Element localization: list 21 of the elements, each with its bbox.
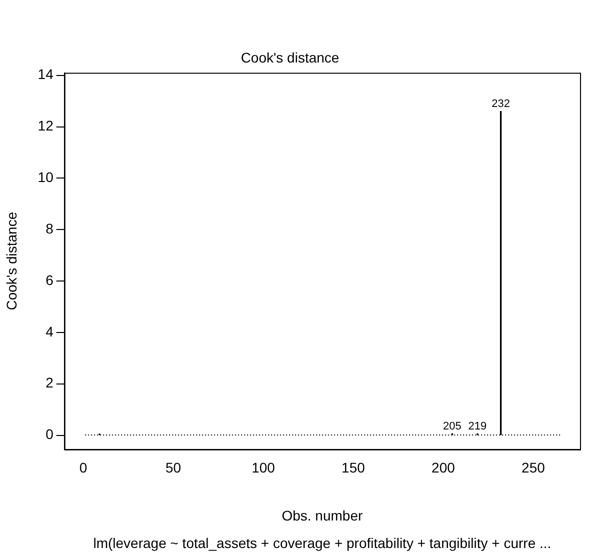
- annotation: 205: [443, 420, 462, 432]
- y-tick-label: 12: [38, 118, 54, 134]
- x-tick-label: 200: [432, 460, 456, 476]
- y-tick-label: 0: [46, 426, 54, 442]
- y-tick-label: 14: [38, 66, 54, 82]
- y-tick-label: 10: [38, 169, 54, 186]
- x-tick-label: 100: [252, 460, 276, 476]
- y-tick-label: 2: [46, 374, 54, 391]
- chart-title: Cook's distance: [240, 49, 340, 66]
- y-tick-label: 8: [46, 220, 54, 236]
- y-tick-label: 6: [46, 272, 54, 288]
- annotation: 219: [468, 420, 487, 432]
- x-tick-label: 0: [79, 460, 88, 476]
- x-tick-label: 50: [165, 460, 182, 476]
- y-tick-label: 4: [46, 323, 54, 340]
- x-axis-title: Obs. number: [282, 507, 363, 524]
- x-tick-label: 150: [342, 460, 366, 476]
- annotation: 232: [492, 98, 510, 110]
- text: lm(leverage ~ total_assets + coverage + profitability + tangibility + curre ...: [93, 534, 552, 551]
- y-axis-title: Cook's distance: [3, 212, 20, 310]
- x-tick-label: 250: [522, 460, 546, 476]
